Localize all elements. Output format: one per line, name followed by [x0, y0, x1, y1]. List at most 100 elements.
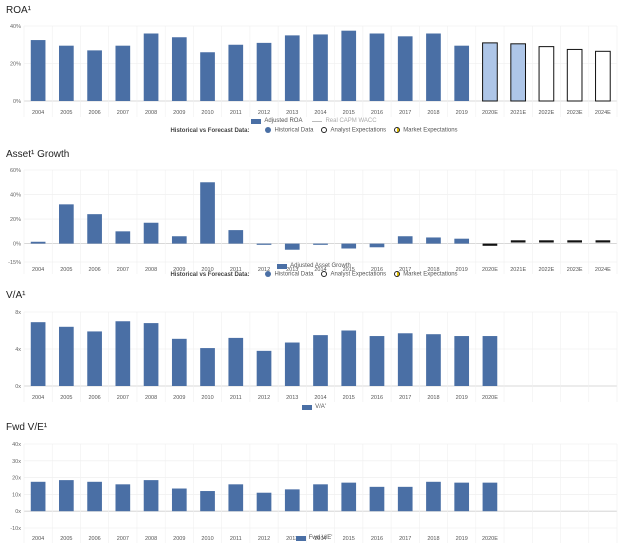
- y-tick-label: 4x: [15, 347, 21, 353]
- x-tick-label: 2012: [258, 110, 270, 116]
- x-tick-label: 2009: [173, 395, 185, 401]
- roa-legend: Adjusted ROA Real CAPM WACC: [0, 118, 628, 125]
- y-tick-label: -10x: [10, 526, 21, 532]
- x-tick-label: 2010: [201, 267, 213, 273]
- bar-va-2019: [454, 336, 470, 386]
- analyst-label: Analyst Expectations: [330, 127, 387, 134]
- bar-fwd-ve-2011: [228, 484, 244, 512]
- bar-roa-2017: [397, 36, 413, 101]
- y-tick-label: 60%: [10, 168, 21, 174]
- fwd-ve-legend: Fwd V/E': [0, 535, 628, 542]
- x-tick-label: 2021E: [510, 267, 526, 273]
- x-tick-label: 2006: [88, 267, 100, 273]
- asset-growth-chart: -15% 0% 20% 40% 60% 2004 2005 2006 2007 2008 2009 2…: [8, 168, 618, 274]
- historical-dot-icon: [265, 127, 272, 133]
- bar-roa-2018: [426, 33, 441, 101]
- bar-va-2011: [228, 337, 244, 386]
- analyst-label: Analyst Expectations: [330, 271, 387, 278]
- x-tick-label: 2019: [456, 395, 468, 401]
- x-tick-label: 2015: [343, 536, 355, 542]
- bar-va-2012: [256, 350, 272, 386]
- x-tick-label: 2011: [230, 536, 242, 542]
- bar-roa-2015: [341, 30, 357, 101]
- x-tick-label: 2020E: [482, 110, 498, 116]
- legend-label-adjusted-roa: Adjusted ROA: [264, 118, 303, 124]
- x-tick-label: 2009: [173, 110, 185, 116]
- bar-roa-2014: [313, 34, 328, 101]
- analyst-dot-icon: [321, 271, 328, 277]
- y-tick-label: 40%: [10, 193, 21, 199]
- x-tick-label: 2012: [258, 395, 270, 401]
- bar-fwd-ve-2013: [284, 489, 300, 512]
- bar-fwd-ve-2017: [397, 486, 413, 512]
- bar-asset-growth-2011: [228, 230, 244, 244]
- y-tick-label: 0x: [15, 384, 21, 390]
- legend-label-va: V/A': [315, 404, 326, 410]
- y-tick-label: 20%: [10, 217, 21, 223]
- market-dot-icon: [394, 271, 401, 277]
- va-legend: V/A': [0, 404, 628, 411]
- y-tick-label: 20x: [12, 476, 21, 482]
- bar-roa-2004: [30, 40, 46, 101]
- bar-fwd-ve-2004: [30, 481, 46, 512]
- x-tick-label: 2020E: [482, 395, 498, 401]
- bar-asset-growth-2008: [143, 222, 159, 244]
- x-tick-label: 2024E: [595, 267, 611, 273]
- y-tick-label: 10x: [12, 492, 21, 498]
- y-tick-label: 30x: [12, 459, 21, 465]
- x-tick-label: 2016: [371, 267, 383, 273]
- x-tick-label: 2005: [60, 110, 72, 116]
- x-tick-label: 2010: [201, 536, 213, 542]
- market-label: Market Expectations: [403, 271, 458, 278]
- bar-fwd-ve-2015: [341, 482, 357, 512]
- bar-roa-2020E: [482, 42, 498, 102]
- bar-fwd-ve-2014: [313, 484, 328, 512]
- bar-roa-2019: [454, 45, 470, 101]
- bar-roa-2008: [143, 33, 159, 101]
- bar-roa-2009: [171, 37, 187, 101]
- asset-growth-forecast-legend: Historical vs Forecast Data: Historical D…: [0, 271, 628, 278]
- x-tick-label: 2020E: [482, 267, 498, 273]
- legend-swatch-fwd-ve: [295, 535, 306, 541]
- x-tick-label: 2017: [399, 395, 411, 401]
- x-tick-label: 2005: [60, 536, 72, 542]
- bar-asset-growth-2013: [284, 243, 300, 250]
- bar-asset-growth-2016: [369, 243, 385, 248]
- bar-asset-growth-2012: [256, 243, 272, 245]
- bar-va-2017: [397, 333, 413, 386]
- bar-roa-2021E: [510, 43, 527, 102]
- bar-roa-2022E: [538, 46, 555, 102]
- x-tick-label: 2014: [314, 395, 326, 401]
- bar-va-2015: [341, 330, 357, 386]
- bar-fwd-ve-2008: [143, 480, 159, 512]
- bar-asset-growth-2020E: [482, 243, 498, 246]
- legend-label-wacc: Real CAPM WACC: [325, 118, 377, 124]
- market-dot-icon: [394, 127, 401, 133]
- y-tick-label: 0%: [13, 99, 21, 105]
- x-tick-label: 2016: [371, 395, 383, 401]
- legend-swatch-va: [302, 404, 313, 410]
- bar-va-2020E: [482, 336, 498, 386]
- va-title: V/A¹: [6, 290, 26, 301]
- x-tick-label: 2021E: [510, 110, 526, 116]
- y-tick-label: 0%: [13, 242, 21, 248]
- x-tick-label: 2023E: [567, 110, 583, 116]
- bar-asset-growth-2017: [397, 236, 413, 244]
- bar-fwd-ve-2010: [200, 491, 215, 512]
- bar-va-2014: [313, 335, 328, 386]
- bar-va-2009: [171, 338, 187, 386]
- x-tick-label: 2004: [32, 267, 44, 273]
- bar-roa-2010: [200, 52, 215, 101]
- x-tick-label: 2012: [258, 536, 270, 542]
- historical-label: Historical Data: [274, 127, 314, 134]
- x-tick-label: 2007: [117, 110, 129, 116]
- x-tick-label: 2015: [343, 267, 355, 273]
- x-tick-label: 2009: [173, 267, 185, 273]
- legend-swatch-adjusted-roa: [251, 118, 262, 124]
- x-tick-label: 2016: [371, 110, 383, 116]
- va-panel: V/A¹ 0x 4x 8x 2004 2005 2006 2007 2008 2009 2010 2…: [0, 286, 628, 416]
- legend-line-wacc: [312, 120, 323, 122]
- bar-asset-growth-2018: [426, 237, 441, 244]
- x-tick-label: 2006: [88, 536, 100, 542]
- x-tick-label: 2005: [60, 395, 72, 401]
